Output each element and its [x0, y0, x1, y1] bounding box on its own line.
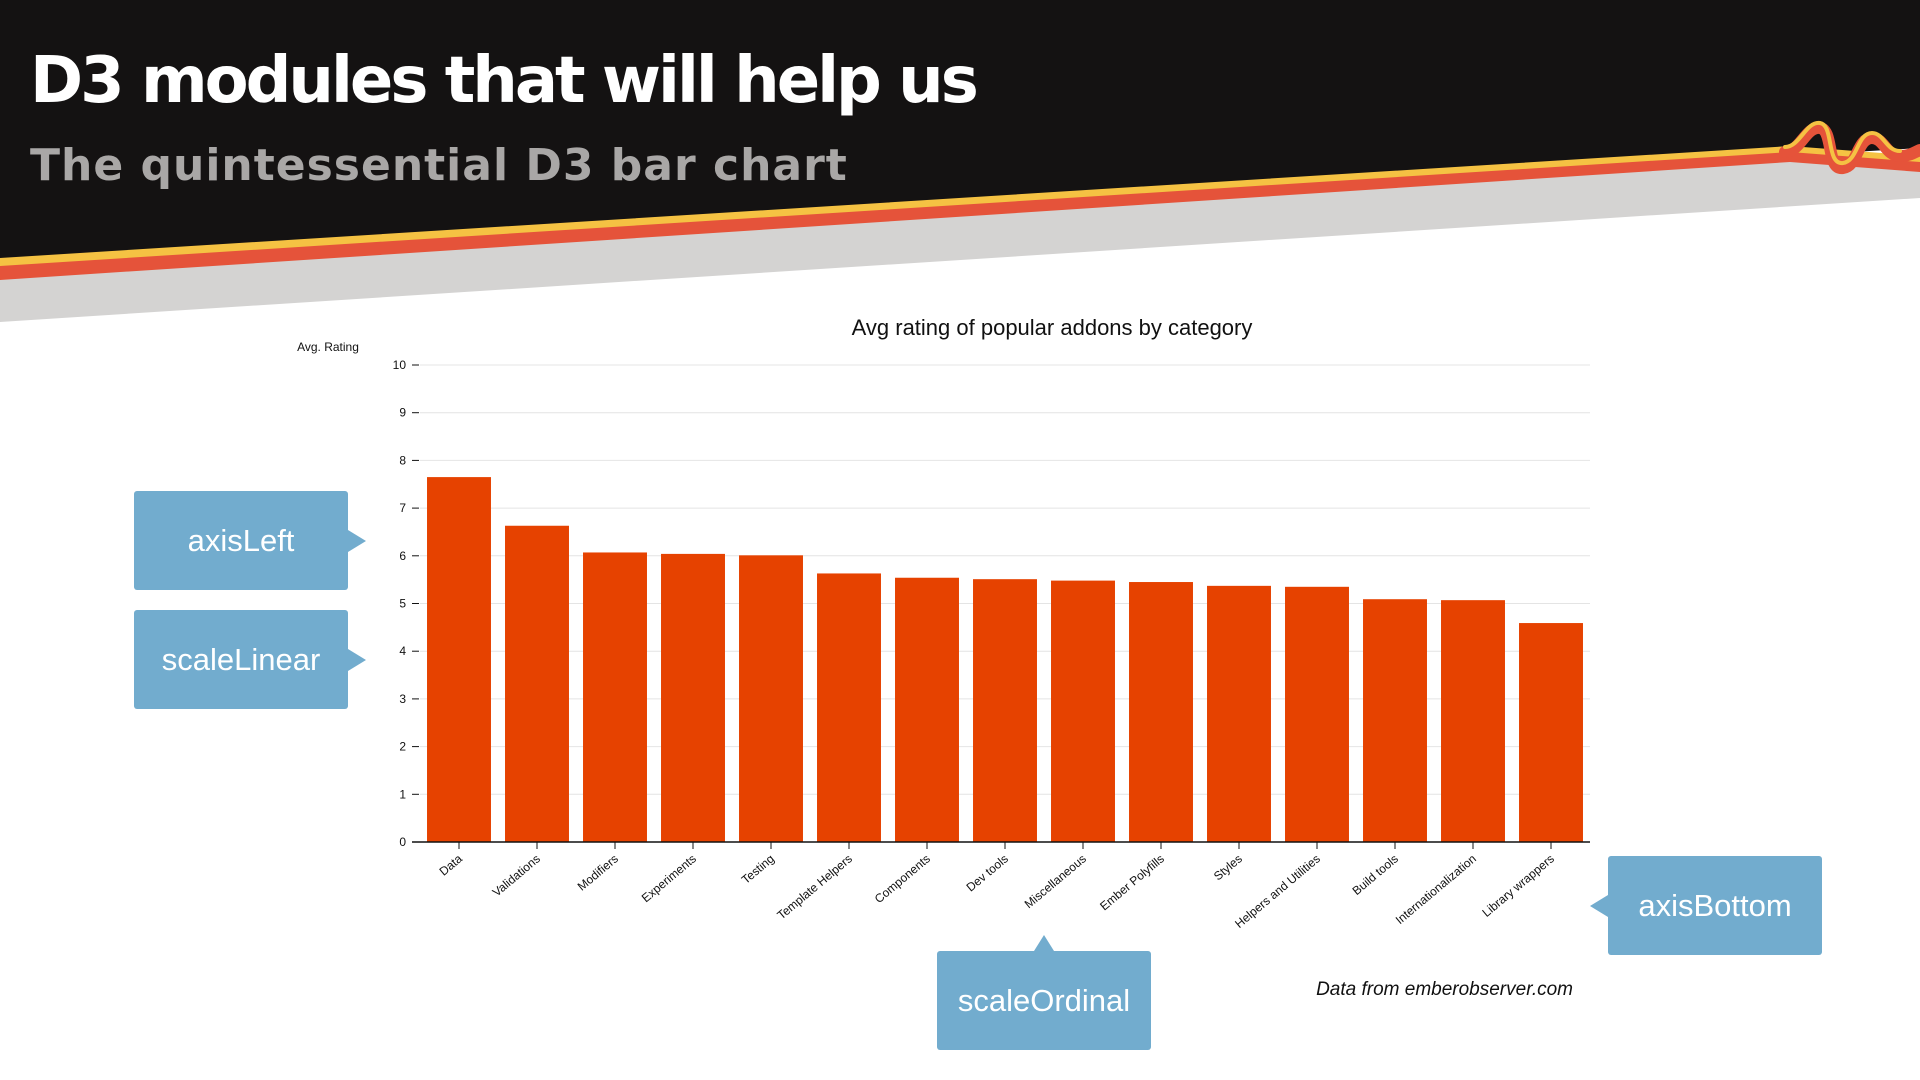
y-tick-label: 8	[399, 453, 406, 467]
slide-subtitle: The quintessential D3 bar chart	[30, 140, 848, 191]
banner-wave-mark	[1779, 122, 1920, 174]
slide-title: D3 modules that will help us	[30, 44, 979, 118]
x-tick-label: Internationalization	[1393, 852, 1479, 927]
x-tick-label: Helpers and Utilities	[1232, 852, 1323, 931]
bar-dev-tools	[973, 579, 1037, 842]
callout-axis-bottom-label: axisBottom	[1638, 887, 1792, 923]
y-axis-label: Avg. Rating	[297, 340, 359, 354]
callout-scale-linear-label: scaleLinear	[161, 641, 321, 677]
y-tick-label: 4	[399, 644, 406, 658]
x-tick-label: Experiments	[639, 852, 699, 906]
bar-styles	[1207, 585, 1271, 842]
bar-miscellaneous	[1051, 580, 1115, 842]
bar-validations	[505, 525, 569, 842]
bar-experiments	[661, 553, 725, 842]
x-axis: Data Validations Modifiers Experiments Testi…	[412, 841, 1590, 931]
x-tick-label: Styles	[1211, 852, 1245, 884]
callout-arrow	[1034, 935, 1054, 951]
bar-components	[895, 577, 959, 842]
header-banner	[0, 0, 1920, 330]
callout-scale-ordinal-label: scaleOrdinal	[957, 982, 1131, 1018]
y-tick-label: 1	[399, 787, 406, 801]
x-tick-label: Build tools	[1350, 852, 1401, 898]
banner-wave-highlight	[1783, 121, 1902, 165]
x-tick-label: Miscellaneous	[1022, 852, 1089, 912]
callout-arrow	[1590, 894, 1608, 917]
x-tick-label: Template Helpers	[774, 852, 855, 923]
bar-helpers-and-utilities	[1285, 586, 1349, 842]
callout-axis-left-label: axisLeft	[187, 522, 295, 558]
y-tick-label: 5	[399, 597, 406, 611]
callout-axis-left: axisLeft	[134, 491, 366, 590]
banner-gray-band	[0, 158, 1920, 322]
x-tick-label: Dev tools	[964, 852, 1011, 895]
y-tick-label: 0	[399, 835, 406, 849]
y-axis: 0 1 2 3 4 5 6 7 8 9 10	[393, 358, 419, 849]
callout-arrow	[348, 648, 366, 671]
bar-build-tools	[1363, 599, 1427, 842]
bar-template-helpers	[817, 573, 881, 842]
source-note: Data from emberobserver.com	[1316, 979, 1573, 1000]
y-tick-label: 6	[399, 549, 406, 563]
bars	[427, 477, 1583, 842]
y-tick-label: 2	[399, 740, 406, 754]
y-tick-label: 3	[399, 692, 406, 706]
x-tick-label: Library wrappers	[1479, 852, 1556, 920]
callout-arrow	[348, 529, 366, 552]
x-tick-label: Data	[437, 851, 466, 878]
callout-scale-ordinal: scaleOrdinal	[937, 935, 1151, 1050]
y-tick-label: 9	[399, 406, 406, 420]
chart-title: Avg rating of popular addons by category	[852, 315, 1253, 340]
x-tick-label: Testing	[739, 852, 777, 887]
bar-ember-polyfills	[1129, 582, 1193, 842]
bar-testing	[739, 555, 803, 842]
bar-library-wrappers	[1519, 623, 1583, 842]
callout-scale-linear: scaleLinear	[134, 610, 366, 709]
bar-modifiers	[583, 552, 647, 842]
bar-internationalization	[1441, 600, 1505, 842]
banner-red-stripe	[0, 148, 1920, 280]
bar-data	[427, 477, 491, 842]
x-tick-label: Ember Polyfills	[1097, 852, 1167, 914]
y-tick-label: 7	[399, 501, 406, 515]
x-tick-label: Components	[872, 852, 933, 906]
callout-axis-bottom: axisBottom	[1590, 856, 1822, 955]
x-tick-label: Modifiers	[575, 852, 621, 894]
x-tick-label: Validations	[490, 852, 543, 900]
y-tick-label: 10	[393, 358, 407, 372]
